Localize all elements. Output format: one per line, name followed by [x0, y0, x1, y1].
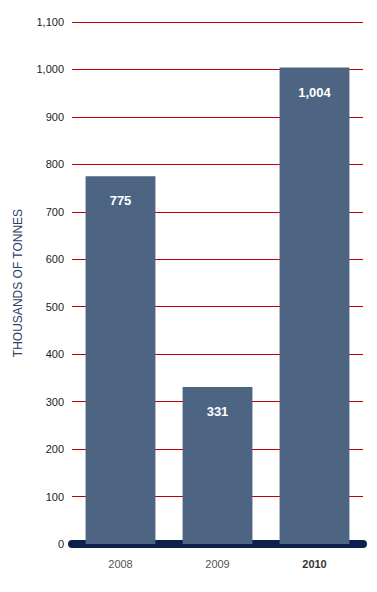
svg-text:100: 100 [46, 491, 64, 503]
svg-text:2009: 2009 [205, 558, 229, 570]
svg-text:1,004: 1,004 [298, 85, 331, 100]
svg-text:THOUSANDS OF TONNES: THOUSANDS OF TONNES [11, 209, 25, 357]
svg-text:300: 300 [46, 396, 64, 408]
svg-text:775: 775 [110, 193, 132, 208]
svg-text:600: 600 [46, 253, 64, 265]
svg-text:0: 0 [58, 538, 64, 550]
svg-text:200: 200 [46, 443, 64, 455]
svg-text:800: 800 [46, 158, 64, 170]
svg-text:500: 500 [46, 301, 64, 313]
svg-text:900: 900 [46, 111, 64, 123]
svg-text:2008: 2008 [108, 558, 132, 570]
svg-text:700: 700 [46, 206, 64, 218]
svg-text:400: 400 [46, 348, 64, 360]
svg-text:1,000: 1,000 [36, 63, 64, 75]
svg-text:2010: 2010 [302, 558, 326, 570]
svg-text:1,100: 1,100 [36, 16, 64, 28]
svg-text:331: 331 [207, 404, 229, 419]
